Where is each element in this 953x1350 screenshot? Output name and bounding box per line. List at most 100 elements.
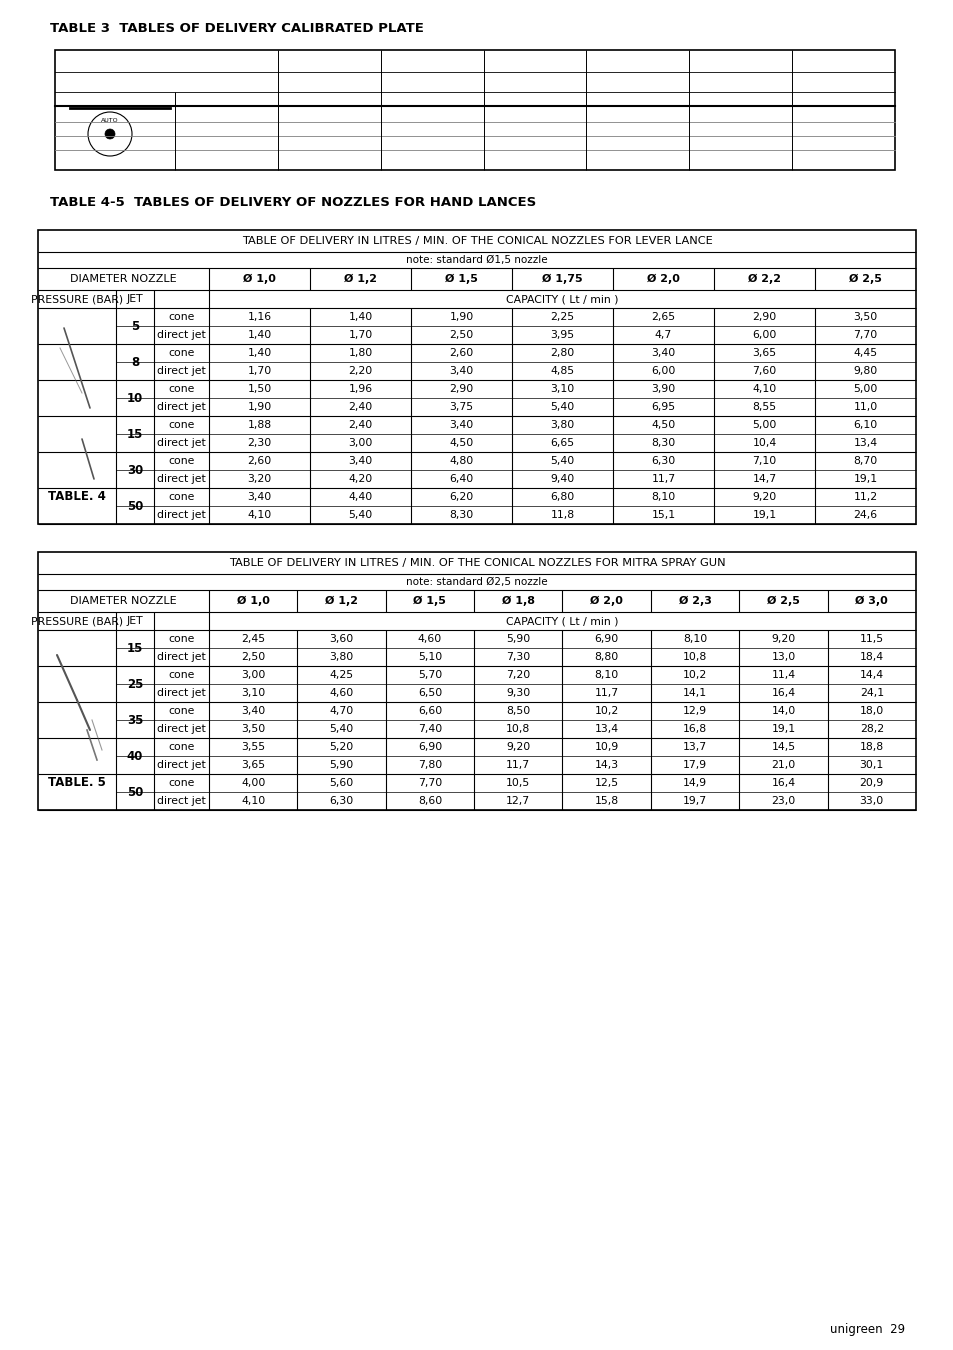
Text: 4,60: 4,60	[417, 634, 441, 644]
Text: direct jet: direct jet	[157, 366, 206, 377]
Text: 10,8: 10,8	[506, 724, 530, 734]
Text: PRESSURE (BAR): PRESSURE (BAR)	[30, 616, 123, 626]
Text: direct jet: direct jet	[157, 724, 206, 734]
Text: direct jet: direct jet	[157, 760, 206, 770]
Text: 12,5: 12,5	[594, 778, 618, 788]
Text: 4,10: 4,10	[752, 383, 776, 394]
Text: direct jet: direct jet	[157, 402, 206, 412]
Text: 19,7: 19,7	[682, 796, 706, 806]
Text: 15: 15	[127, 428, 143, 440]
Text: 3,50: 3,50	[241, 724, 265, 734]
Text: CAPACITY ( Lt / min ): CAPACITY ( Lt / min )	[506, 616, 618, 626]
Text: Ø 2,5: Ø 2,5	[848, 274, 881, 284]
Text: 6,10: 6,10	[853, 420, 877, 431]
Text: 18,4: 18,4	[859, 652, 882, 662]
Text: 13,0: 13,0	[771, 652, 795, 662]
Text: 8,30: 8,30	[449, 510, 473, 520]
Text: 4,45: 4,45	[853, 348, 877, 358]
Text: 6,30: 6,30	[329, 796, 354, 806]
Text: 3,00: 3,00	[348, 437, 373, 448]
Text: 7,70: 7,70	[853, 329, 877, 340]
Text: 7,70: 7,70	[417, 778, 441, 788]
Text: direct jet: direct jet	[157, 329, 206, 340]
Text: 14,9: 14,9	[682, 778, 706, 788]
Text: 8,55: 8,55	[752, 402, 776, 412]
Text: 2,25: 2,25	[550, 312, 574, 323]
Text: cone: cone	[168, 420, 194, 431]
Text: 6,90: 6,90	[594, 634, 618, 644]
Text: 1,96: 1,96	[348, 383, 373, 394]
Text: direct jet: direct jet	[157, 474, 206, 485]
Text: PRESSURE (BAR): PRESSURE (BAR)	[30, 294, 123, 304]
Text: 14,7: 14,7	[752, 474, 776, 485]
Text: 1,40: 1,40	[348, 312, 373, 323]
Text: 9,30: 9,30	[506, 688, 530, 698]
Text: 3,10: 3,10	[550, 383, 574, 394]
Text: 12,7: 12,7	[506, 796, 530, 806]
Text: 1,40: 1,40	[247, 329, 272, 340]
Text: 1,88: 1,88	[247, 420, 272, 431]
Text: 2,65: 2,65	[651, 312, 675, 323]
Text: 11,7: 11,7	[651, 474, 675, 485]
Text: 6,00: 6,00	[651, 366, 675, 377]
Text: 5,40: 5,40	[329, 724, 354, 734]
Text: 8,10: 8,10	[682, 634, 706, 644]
Text: cone: cone	[168, 743, 194, 752]
Text: 5,90: 5,90	[329, 760, 354, 770]
Text: 3,65: 3,65	[241, 760, 265, 770]
Text: 3,20: 3,20	[247, 474, 272, 485]
Text: 4,85: 4,85	[550, 366, 574, 377]
Text: 30,1: 30,1	[859, 760, 883, 770]
Text: cone: cone	[168, 778, 194, 788]
Text: 9,80: 9,80	[853, 366, 877, 377]
Text: 14,3: 14,3	[594, 760, 618, 770]
Text: note: standard Ø1,5 nozzle: note: standard Ø1,5 nozzle	[406, 255, 547, 265]
Text: cone: cone	[168, 312, 194, 323]
Text: 5,00: 5,00	[752, 420, 776, 431]
Text: 24,6: 24,6	[853, 510, 877, 520]
Bar	[55, 50, 894, 170]
Circle shape	[105, 130, 115, 139]
Text: 2,40: 2,40	[348, 420, 373, 431]
Text: 18,0: 18,0	[859, 706, 883, 716]
Text: 15,1: 15,1	[651, 510, 675, 520]
Text: 2,40: 2,40	[348, 402, 373, 412]
Text: 9,20: 9,20	[506, 743, 530, 752]
Text: cone: cone	[168, 491, 194, 502]
Text: DIAMETER NOZZLE: DIAMETER NOZZLE	[71, 595, 176, 606]
Text: 3,40: 3,40	[247, 491, 272, 502]
Text: 1,70: 1,70	[247, 366, 272, 377]
Text: 3,65: 3,65	[752, 348, 776, 358]
Text: cone: cone	[168, 348, 194, 358]
Text: 3,40: 3,40	[651, 348, 675, 358]
Text: 3,10: 3,10	[241, 688, 265, 698]
Text: 3,75: 3,75	[449, 402, 473, 412]
Text: 9,40: 9,40	[550, 474, 574, 485]
Text: direct jet: direct jet	[157, 510, 206, 520]
Text: 4,80: 4,80	[449, 456, 473, 466]
Text: 2,20: 2,20	[348, 366, 373, 377]
Text: 2,45: 2,45	[241, 634, 265, 644]
Text: 18,8: 18,8	[859, 743, 882, 752]
Text: 1,50: 1,50	[247, 383, 272, 394]
Text: JET: JET	[127, 616, 143, 626]
Text: 4,20: 4,20	[348, 474, 373, 485]
Text: 4,10: 4,10	[241, 796, 265, 806]
Text: 14,5: 14,5	[771, 743, 795, 752]
Text: 11,7: 11,7	[506, 760, 530, 770]
Text: 16,8: 16,8	[682, 724, 706, 734]
Text: Ø 2,5: Ø 2,5	[766, 595, 799, 606]
Text: Ø 2,2: Ø 2,2	[747, 274, 781, 284]
Text: Ø 1,8: Ø 1,8	[501, 595, 535, 606]
Text: 5,70: 5,70	[417, 670, 441, 680]
Text: 10,2: 10,2	[682, 670, 706, 680]
Text: Ø 1,2: Ø 1,2	[344, 274, 376, 284]
Text: 7,60: 7,60	[752, 366, 776, 377]
Text: 2,30: 2,30	[247, 437, 272, 448]
Text: 2,90: 2,90	[752, 312, 776, 323]
Text: 3,55: 3,55	[241, 743, 265, 752]
Text: 8,80: 8,80	[594, 652, 618, 662]
Text: cone: cone	[168, 634, 194, 644]
Text: 3,50: 3,50	[853, 312, 877, 323]
Text: 6,65: 6,65	[550, 437, 574, 448]
